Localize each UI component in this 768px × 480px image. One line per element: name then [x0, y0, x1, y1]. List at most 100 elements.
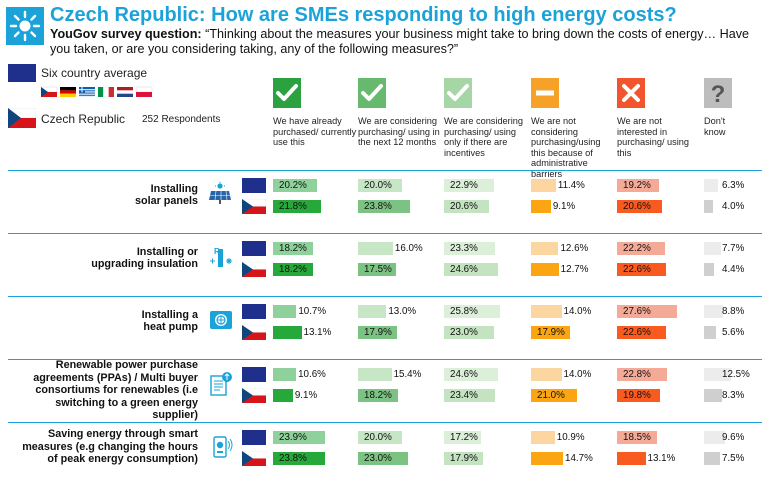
data-bar: [617, 200, 662, 213]
measure-label-line: of peak energy consumption): [47, 453, 198, 466]
data-bar: [273, 326, 302, 339]
country-flags-icon: [40, 86, 154, 100]
data-label: 10.7%: [298, 306, 327, 317]
data-label: 13.1%: [647, 453, 676, 464]
data-bar: [273, 200, 321, 213]
check-icon: [444, 78, 472, 108]
eu-flag-icon: [242, 430, 266, 445]
data-bar: [444, 431, 482, 444]
data-bar: [273, 179, 318, 192]
measure-label-line: Saving energy through smart: [48, 428, 198, 441]
eu-flag-icon: [242, 178, 266, 193]
smart-meter-icon: [208, 434, 234, 460]
data-bar: [531, 305, 562, 318]
data-label: 19.8%: [623, 390, 651, 401]
legend-czech: Czech Republic: [41, 112, 126, 126]
data-label: 13.1%: [303, 327, 332, 338]
data-bar: [704, 389, 723, 402]
data-label: 8.3%: [722, 390, 745, 401]
data-bar: [444, 305, 501, 318]
data-bar: [358, 305, 387, 318]
data-bar: [531, 242, 559, 255]
data-label: 18.2%: [279, 243, 307, 254]
row-divider: [8, 296, 762, 297]
data-label: 5.6%: [722, 327, 745, 338]
data-bar: [704, 200, 713, 213]
data-label: 22.6%: [623, 264, 651, 275]
solar-panel-icon: [208, 182, 234, 208]
check-icon: [273, 78, 301, 108]
data-label: 17.9%: [450, 453, 478, 464]
data-label: 18.2%: [364, 390, 392, 401]
measure-label: Installing solar panels: [8, 183, 198, 208]
data-label: 23.0%: [450, 327, 478, 338]
column-header: We are considering purchasing/ using onl…: [444, 116, 523, 158]
measure-label: Installing a heat pump: [8, 309, 198, 334]
measure-label-line: solar panels: [134, 195, 198, 207]
data-bar: [358, 179, 402, 192]
data-bar: [358, 326, 398, 339]
data-bar: [358, 452, 409, 465]
data-label: 4.0%: [722, 201, 745, 212]
svg-text:R: R: [214, 247, 220, 256]
data-bar: [531, 389, 577, 402]
data-label: 27.6%: [623, 306, 651, 317]
eu-flag-icon: [8, 64, 36, 82]
column-header: We are not considering purchasing/using …: [531, 116, 601, 179]
data-bar: [704, 368, 732, 381]
czech-flag-icon: [241, 387, 267, 403]
row-divider: [8, 170, 762, 171]
data-label: 7.5%: [722, 453, 745, 464]
data-bar: [704, 431, 725, 444]
data-label: 8.8%: [722, 306, 745, 317]
energy-logo-icon: [6, 7, 44, 45]
data-label: 7.7%: [722, 243, 745, 254]
data-bar: [444, 368, 498, 381]
data-label: 18.5%: [623, 432, 651, 443]
czech-flag-icon: [241, 198, 267, 214]
measure-label: Installing or upgrading insulation: [8, 246, 198, 271]
data-label: 19.2%: [623, 180, 651, 191]
data-label: 17.9%: [364, 327, 392, 338]
data-bar: [273, 263, 313, 276]
legend-six-country: Six country average: [41, 66, 148, 80]
data-label: 23.0%: [364, 453, 392, 464]
row-divider: [8, 359, 762, 360]
data-bar: [358, 242, 393, 255]
data-bar: [444, 389, 495, 402]
data-bar: [704, 305, 724, 318]
data-label: 23.3%: [450, 243, 478, 254]
data-bar: [617, 179, 659, 192]
eu-flag-icon: [242, 304, 266, 319]
data-label: 6.3%: [722, 180, 745, 191]
data-label: 9.1%: [552, 201, 576, 212]
data-bar: [704, 452, 721, 465]
data-label: 20.6%: [450, 201, 478, 212]
eu-flag-icon: [242, 367, 266, 382]
data-bar: [531, 431, 555, 444]
data-bar: [531, 179, 556, 192]
data-bar: [273, 305, 297, 318]
data-bar: [358, 431, 402, 444]
data-label: 23.8%: [279, 453, 307, 464]
measure-label-line: heat pump: [143, 321, 198, 333]
data-label: 12.5%: [722, 369, 750, 380]
data-bar: [617, 389, 661, 402]
czech-flag-icon: [7, 107, 37, 128]
insulation-icon: R: [208, 245, 234, 271]
data-bar: [617, 452, 646, 465]
survey-question: YouGov survey question: “Thinking about …: [50, 27, 762, 56]
data-bar: [704, 326, 717, 339]
data-label: 18.2%: [279, 264, 307, 275]
measure-label-line: switching to a green energy supplier): [55, 396, 198, 422]
svg-text:?: ?: [711, 81, 726, 108]
data-label: 23.4%: [450, 390, 478, 401]
data-bar: [704, 242, 721, 255]
data-label: 24.6%: [450, 369, 478, 380]
data-label: 9.1%: [294, 390, 318, 401]
czech-flag-icon: [241, 450, 267, 466]
data-bar: [444, 242, 495, 255]
data-label: 25.8%: [450, 306, 478, 317]
data-label: 13.0%: [388, 306, 417, 317]
cross-icon: [617, 78, 645, 108]
